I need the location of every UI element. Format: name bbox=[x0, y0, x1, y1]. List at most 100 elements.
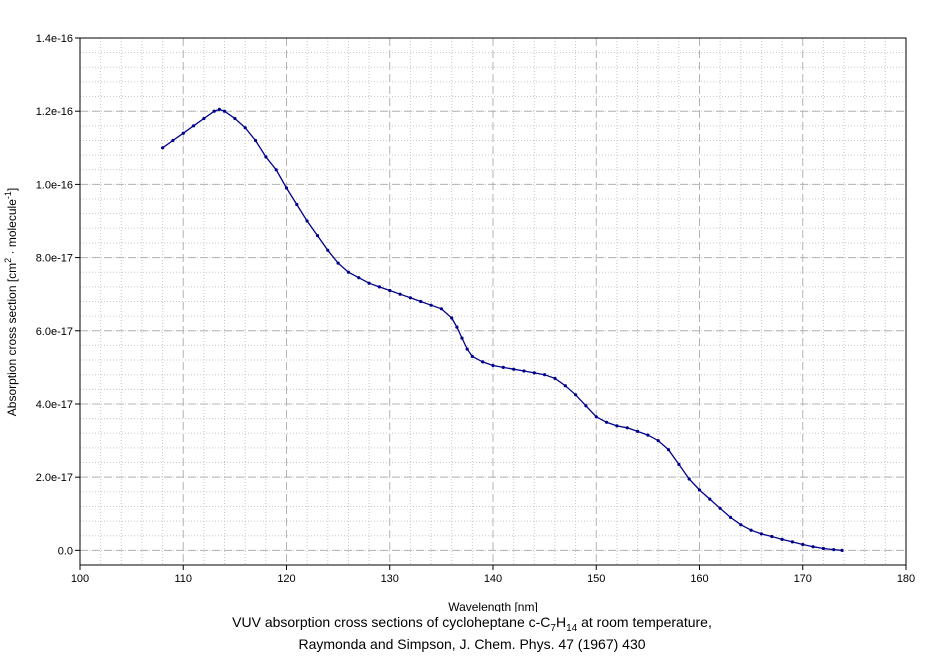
series-layer bbox=[161, 107, 844, 553]
data-point bbox=[759, 532, 764, 536]
data-point bbox=[512, 367, 516, 371]
data-point bbox=[377, 285, 381, 289]
caption-text: H bbox=[555, 614, 567, 630]
data-point bbox=[408, 296, 412, 300]
y-axis-title: Absorption cross section [cm2 · molecule… bbox=[3, 188, 19, 416]
data-point bbox=[574, 393, 578, 397]
data-point bbox=[687, 477, 691, 481]
data-point bbox=[491, 363, 495, 368]
data-point bbox=[636, 429, 640, 433]
y-tick-label: 0.0 bbox=[58, 545, 73, 557]
data-point bbox=[770, 534, 774, 539]
data-point bbox=[801, 542, 805, 547]
data-point bbox=[563, 384, 567, 388]
data-point bbox=[439, 307, 443, 311]
data-point bbox=[202, 116, 206, 121]
x-tick-labels: 100 110 120 130 140 150 160 170 180 bbox=[71, 573, 915, 585]
y-tick-label: 4.0e-17 bbox=[36, 399, 73, 411]
data-point bbox=[811, 545, 815, 549]
data-point bbox=[450, 316, 454, 320]
data-point bbox=[840, 548, 844, 553]
chart: 100 110 120 130 140 150 160 170 180 0.0 2.0e-17 4.… bbox=[3, 33, 915, 612]
caption-subscript: 7 bbox=[550, 622, 556, 634]
x-tick-label: 130 bbox=[381, 573, 399, 585]
y-axis-title-part: · molecule bbox=[5, 199, 19, 258]
data-point bbox=[388, 288, 392, 293]
data-point bbox=[171, 138, 175, 143]
caption-text: at room temperature, bbox=[577, 614, 712, 630]
data-point bbox=[274, 168, 278, 172]
data-point bbox=[315, 234, 320, 238]
data-point bbox=[543, 373, 547, 377]
y-axis-title-part: Absorption cross section [cm bbox=[5, 263, 19, 416]
data-point bbox=[821, 546, 826, 551]
x-axis-title: Wavelength [nm] bbox=[448, 600, 538, 612]
data-point bbox=[749, 528, 753, 532]
y-tick-labels: 0.0 2.0e-17 4.0e-17 6.0e-17 8.0e-17 1.0e-16 1.… bbox=[36, 33, 73, 557]
series-line bbox=[162, 108, 843, 552]
data-point bbox=[367, 281, 371, 285]
data-point bbox=[481, 360, 485, 364]
data-point bbox=[233, 116, 237, 121]
y-tick-label: 6.0e-17 bbox=[36, 326, 73, 338]
x-tick-label: 140 bbox=[484, 573, 502, 585]
data-point bbox=[264, 155, 268, 159]
data-point bbox=[594, 415, 598, 419]
data-point bbox=[708, 497, 712, 501]
data-point bbox=[656, 439, 660, 443]
y-tick-label: 1.2e-16 bbox=[36, 106, 73, 118]
x-tick-label: 160 bbox=[690, 573, 708, 585]
data-point bbox=[625, 426, 629, 430]
data-point bbox=[326, 248, 330, 252]
data-point bbox=[212, 109, 216, 113]
data-point bbox=[501, 365, 505, 369]
data-point bbox=[790, 540, 795, 544]
data-point bbox=[615, 424, 619, 428]
data-point bbox=[584, 404, 588, 408]
data-point bbox=[346, 270, 350, 274]
data-point bbox=[718, 506, 722, 510]
x-tick-label: 120 bbox=[277, 573, 295, 585]
data-point bbox=[697, 488, 702, 492]
data-point bbox=[455, 325, 459, 329]
data-point bbox=[284, 186, 289, 190]
data-point bbox=[666, 448, 671, 452]
data-point bbox=[217, 107, 221, 111]
data-point bbox=[181, 131, 185, 135]
data-point bbox=[605, 420, 609, 424]
data-point bbox=[222, 109, 227, 113]
data-point bbox=[336, 261, 340, 265]
x-tick-label: 170 bbox=[794, 573, 812, 585]
data-point bbox=[253, 138, 258, 143]
data-point bbox=[161, 146, 165, 150]
y-tick-label: 8.0e-17 bbox=[36, 253, 73, 265]
data-point bbox=[398, 292, 402, 296]
y-tick-label: 2.0e-17 bbox=[36, 472, 73, 484]
data-point bbox=[677, 462, 681, 466]
data-point bbox=[305, 219, 309, 223]
data-point bbox=[192, 124, 196, 128]
data-point bbox=[646, 433, 650, 437]
y-tick-label: 1.4e-16 bbox=[36, 33, 73, 45]
grid bbox=[80, 38, 906, 565]
y-axis-title-part: ] bbox=[5, 188, 19, 191]
x-tick-label: 180 bbox=[897, 573, 915, 585]
data-point bbox=[357, 276, 361, 280]
caption-line-2: Raymonda and Simpson, J. Chem. Phys. 47 … bbox=[298, 636, 646, 652]
x-tick-label: 110 bbox=[174, 573, 192, 585]
data-point bbox=[295, 202, 299, 207]
data-point bbox=[429, 303, 433, 307]
data-point bbox=[553, 376, 557, 380]
caption-subscript: 14 bbox=[566, 622, 578, 634]
data-point bbox=[522, 369, 526, 373]
data-point bbox=[832, 548, 836, 552]
data-point bbox=[780, 537, 784, 542]
x-tick-label: 150 bbox=[587, 573, 605, 585]
axis-ticks bbox=[75, 37, 907, 570]
data-point bbox=[728, 515, 733, 520]
x-tick-label: 100 bbox=[71, 573, 89, 585]
y-axis-title-sup: -1 bbox=[3, 191, 13, 199]
y-tick-label: 1.0e-16 bbox=[36, 179, 73, 191]
data-point bbox=[470, 354, 474, 358]
y-axis-title-sup: 2 bbox=[3, 258, 13, 263]
